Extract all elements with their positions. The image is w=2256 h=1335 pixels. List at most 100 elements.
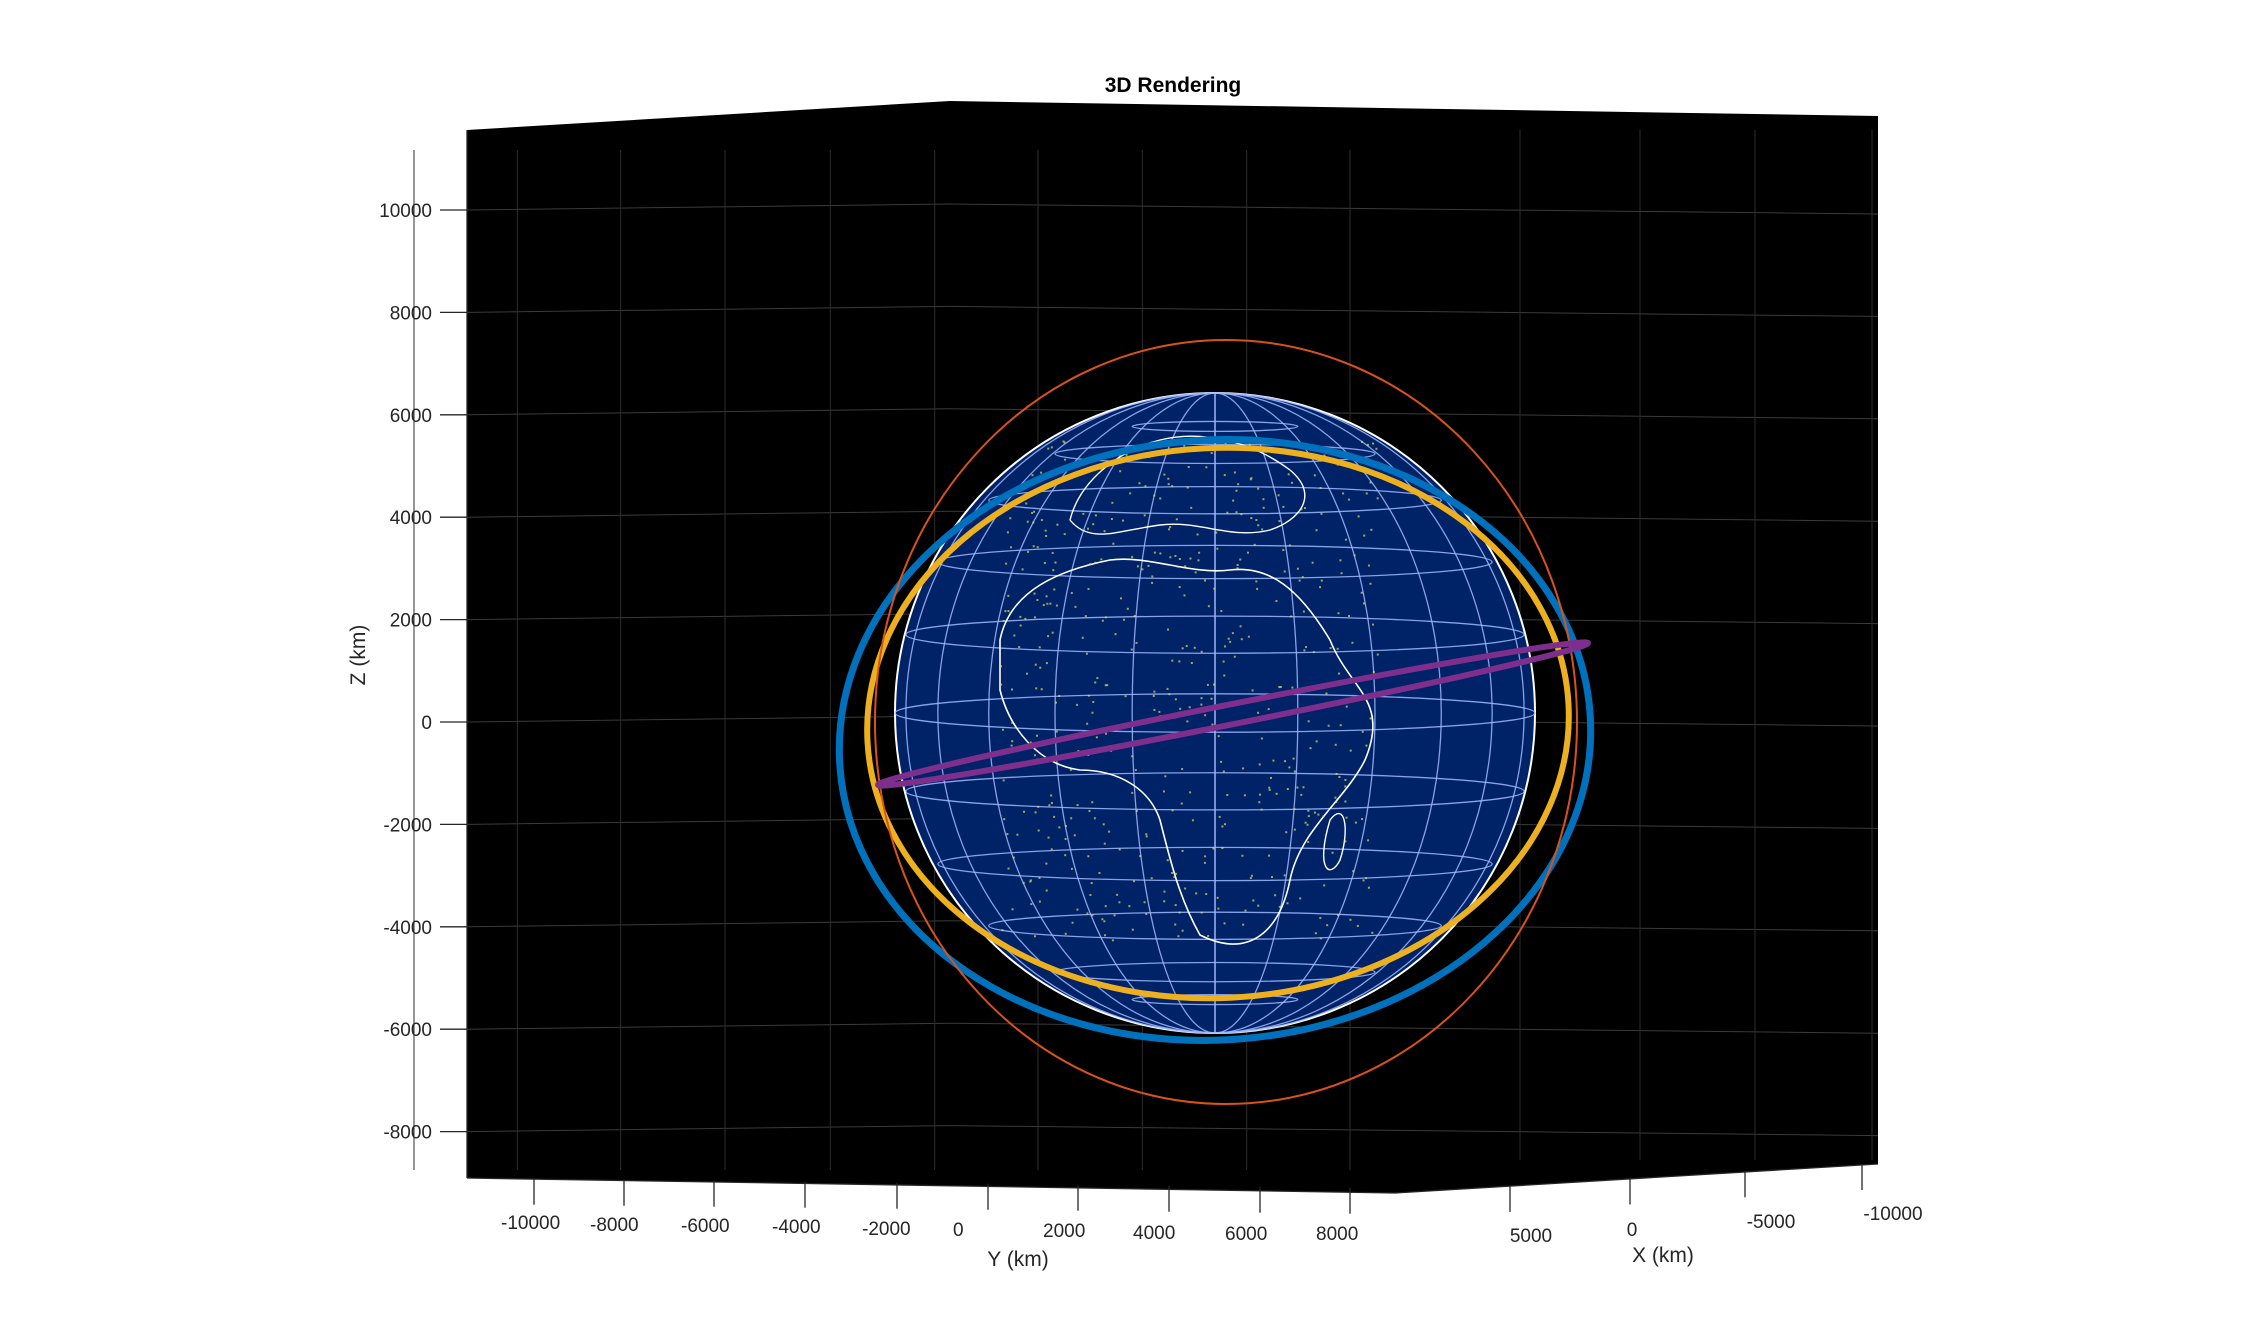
land-dot xyxy=(1315,529,1318,532)
land-dot xyxy=(1291,686,1294,689)
land-dot xyxy=(1167,483,1170,486)
land-dot xyxy=(1235,489,1238,492)
land-dot xyxy=(1260,808,1263,811)
z-grid-line xyxy=(466,305,951,313)
z-tick-label: 0 xyxy=(421,713,432,734)
land-dot xyxy=(1260,737,1263,740)
land-dot xyxy=(1143,514,1146,517)
land-dot xyxy=(1110,517,1113,520)
land-dot xyxy=(1174,904,1177,907)
land-dot xyxy=(1288,544,1291,547)
land-dot xyxy=(1213,587,1216,590)
land-dot xyxy=(1174,923,1177,926)
land-dot xyxy=(1307,720,1310,723)
z-tick-label: -6000 xyxy=(383,1020,432,1041)
land-dot xyxy=(1094,681,1097,684)
z-grid-line xyxy=(466,920,951,928)
land-dot xyxy=(1064,458,1067,461)
land-dot xyxy=(1186,720,1189,723)
longitude-line xyxy=(937,392,1216,1034)
land-dot xyxy=(1045,662,1048,665)
land-dot xyxy=(1339,724,1342,727)
land-dot xyxy=(1220,760,1223,763)
land-dot xyxy=(1258,763,1261,766)
land-dot xyxy=(1087,588,1090,591)
land-dot xyxy=(1055,604,1058,607)
land-dot xyxy=(1098,872,1101,875)
land-dot xyxy=(1033,510,1036,513)
land-dot xyxy=(1275,599,1278,602)
land-dot xyxy=(1143,901,1146,904)
land-dot xyxy=(1037,829,1040,832)
land-dot xyxy=(1033,935,1036,938)
land-dot xyxy=(1269,776,1272,779)
land-dot xyxy=(1329,647,1332,650)
land-dot xyxy=(1049,602,1052,605)
land-dot xyxy=(1262,498,1265,501)
land-dot xyxy=(1292,757,1295,760)
land-dot xyxy=(1006,531,1009,534)
land-dot xyxy=(1221,825,1224,828)
land-dot xyxy=(1011,721,1014,724)
land-dot xyxy=(1034,663,1037,666)
land-dot xyxy=(1300,508,1303,511)
land-dot xyxy=(1153,708,1156,711)
land-dot xyxy=(1344,840,1347,843)
land-dot xyxy=(1233,471,1236,474)
land-dot xyxy=(1001,929,1004,932)
z-tick-label: 2000 xyxy=(390,611,432,632)
land-dot xyxy=(1268,786,1271,789)
tick-labels: 10000 8000 6000 4000 2000 0 -2000 -4000 -6000 -80… xyxy=(379,130,1923,1247)
land-dot xyxy=(1045,889,1048,892)
land-dot xyxy=(1331,851,1334,854)
land-dot xyxy=(1133,615,1136,618)
land-dot xyxy=(1181,849,1184,852)
land-dot xyxy=(1200,697,1203,700)
land-dot xyxy=(1171,659,1174,662)
land-dot xyxy=(1303,507,1306,510)
land-dot xyxy=(1198,551,1201,554)
land-dot xyxy=(1033,592,1036,595)
land-dot xyxy=(1327,724,1330,727)
z-grid-line xyxy=(949,203,1879,215)
land-dot xyxy=(1054,561,1057,564)
land-dot xyxy=(1131,791,1134,794)
land-dot xyxy=(1181,768,1184,771)
land-dot xyxy=(1317,813,1320,816)
land-dot xyxy=(1104,616,1107,619)
land-dot xyxy=(1285,831,1288,834)
x-tick-label: 5000 xyxy=(1510,1226,1552,1247)
land-dot xyxy=(1277,494,1280,497)
land-dot xyxy=(1125,453,1128,456)
land-dot xyxy=(1257,524,1260,527)
land-dot xyxy=(1291,481,1294,484)
land-dot xyxy=(1283,874,1286,877)
land-dot xyxy=(1338,775,1341,778)
land-dot xyxy=(1040,688,1043,691)
land-dot xyxy=(1227,637,1230,640)
land-dot xyxy=(1339,559,1342,562)
land-dot xyxy=(1268,788,1271,791)
land-dot xyxy=(1135,641,1138,644)
land-dot xyxy=(1032,545,1035,548)
land-dot xyxy=(1247,635,1250,638)
land-dot xyxy=(1274,894,1277,897)
land-dot xyxy=(1344,778,1347,781)
land-dot xyxy=(1074,605,1077,608)
land-dot xyxy=(1136,565,1139,568)
land-dot xyxy=(1356,924,1359,927)
land-dot xyxy=(1231,632,1234,635)
land-dot xyxy=(1103,842,1106,845)
land-dot xyxy=(1286,902,1289,905)
land-dot xyxy=(1047,836,1050,839)
land-dot xyxy=(1031,474,1034,477)
land-dot xyxy=(1153,494,1156,497)
land-dot xyxy=(1190,662,1193,665)
land-dot xyxy=(1038,876,1041,879)
land-dot xyxy=(1121,519,1124,522)
land-dot xyxy=(1323,884,1326,887)
land-dot xyxy=(1093,817,1096,820)
land-dot xyxy=(1372,442,1375,445)
land-dot xyxy=(1251,689,1254,692)
land-dot xyxy=(1352,870,1355,873)
